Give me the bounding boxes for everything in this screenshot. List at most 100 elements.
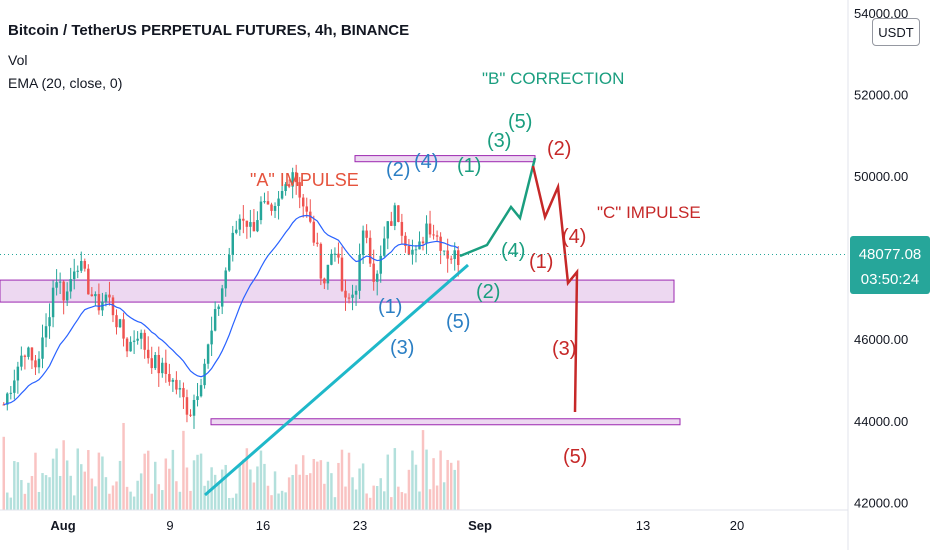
volume-bar xyxy=(76,448,79,510)
support-zone xyxy=(0,279,675,303)
volume-bar xyxy=(146,450,150,510)
volume-bar xyxy=(136,480,139,510)
wave-label: (1) xyxy=(457,155,481,177)
candle-body xyxy=(457,250,460,266)
volume-bar xyxy=(365,493,368,510)
volume-bar xyxy=(228,497,231,510)
volume-bar xyxy=(20,480,23,510)
y-tick-label: 46000.00 xyxy=(854,332,908,347)
volume-bar xyxy=(351,477,354,510)
volume-bar xyxy=(87,450,90,510)
volume-bar xyxy=(34,452,37,510)
volume-bar xyxy=(393,448,397,510)
candle-body xyxy=(132,340,136,342)
candle-body xyxy=(157,354,161,374)
volume-bar xyxy=(80,464,83,510)
candle-body xyxy=(199,385,203,397)
volume-bar xyxy=(154,461,157,510)
candle-body xyxy=(171,379,175,382)
candle-body xyxy=(125,338,129,352)
ema-indicator-label[interactable]: EMA (20, close, 0) xyxy=(8,75,123,91)
volume-bar xyxy=(273,471,277,510)
volume-bar xyxy=(379,478,382,510)
last-price-countdown: 03:50:24 xyxy=(861,271,919,288)
volume-bar xyxy=(368,497,372,510)
volume-bar xyxy=(361,463,365,510)
candle-body xyxy=(379,255,382,274)
volume-bar xyxy=(337,462,340,510)
candle-body xyxy=(122,319,125,339)
candle-body xyxy=(263,201,266,203)
annotation-label: "C" IMPULSE xyxy=(597,203,701,222)
candle-body xyxy=(80,260,83,271)
candle-body xyxy=(6,393,9,405)
volume-bar xyxy=(242,459,245,510)
candle-body xyxy=(41,337,44,359)
candle-body xyxy=(55,282,58,288)
volume-bar xyxy=(213,474,217,510)
candle-body xyxy=(97,294,101,311)
candle-body xyxy=(407,246,411,255)
candle-body xyxy=(277,198,280,207)
y-tick-label: 54000.00 xyxy=(854,6,908,21)
candle-body xyxy=(393,205,397,226)
wave-c-path xyxy=(531,165,579,413)
volume-bar xyxy=(122,422,125,510)
wave-label: (4) xyxy=(414,151,438,173)
volume-bar xyxy=(69,475,72,510)
wave-label: (5) xyxy=(446,311,470,333)
candlesticks xyxy=(2,164,460,429)
candle-body xyxy=(400,221,404,236)
volume-indicator-label[interactable]: Vol xyxy=(8,52,28,68)
currency-button[interactable]: USDT xyxy=(872,18,920,46)
candle-body xyxy=(249,222,252,227)
candle-body xyxy=(69,279,72,292)
volume-bar xyxy=(340,449,344,510)
candle-body xyxy=(361,230,365,255)
candle-body xyxy=(203,363,206,386)
volume-bar xyxy=(263,463,266,510)
candle-body xyxy=(326,264,330,284)
volume-bar xyxy=(457,460,460,510)
candle-body xyxy=(192,399,196,416)
candle-body xyxy=(72,271,76,280)
candle-body xyxy=(146,349,150,359)
x-tick-label: 23 xyxy=(353,518,367,533)
candle-body xyxy=(23,355,27,357)
volume-bar xyxy=(48,477,51,510)
candle-body xyxy=(224,270,227,289)
volume-bar xyxy=(291,474,294,510)
volume-bar xyxy=(90,478,94,510)
volume-bar xyxy=(453,469,456,510)
candle-body xyxy=(58,281,62,283)
candle-body xyxy=(16,366,20,381)
volume-bar xyxy=(150,493,153,510)
projected-waves xyxy=(459,157,579,413)
candle-body xyxy=(34,360,37,368)
volume-bars xyxy=(2,422,460,510)
wave-label: (5) xyxy=(563,446,587,468)
volume-bar xyxy=(375,485,379,510)
volume-bar xyxy=(305,474,308,510)
volume-bar xyxy=(44,475,48,510)
volume-bar xyxy=(30,476,34,510)
volume-bar xyxy=(312,458,316,510)
resistance-zone xyxy=(354,155,536,163)
volume-bar xyxy=(301,455,305,510)
candle-body xyxy=(301,197,305,207)
candle-body xyxy=(139,332,143,339)
volume-bar xyxy=(132,496,136,510)
candle-body xyxy=(386,221,390,239)
candle-body xyxy=(333,253,337,255)
candle-body xyxy=(87,268,90,295)
candle-body xyxy=(178,388,182,390)
volume-bar xyxy=(270,495,273,510)
volume-bar xyxy=(259,450,263,510)
candle-body xyxy=(242,218,245,221)
volume-bar xyxy=(354,489,358,510)
volume-bar xyxy=(435,485,439,510)
volume-bar xyxy=(41,473,44,510)
candle-body xyxy=(62,281,65,301)
volume-bar xyxy=(383,491,386,510)
